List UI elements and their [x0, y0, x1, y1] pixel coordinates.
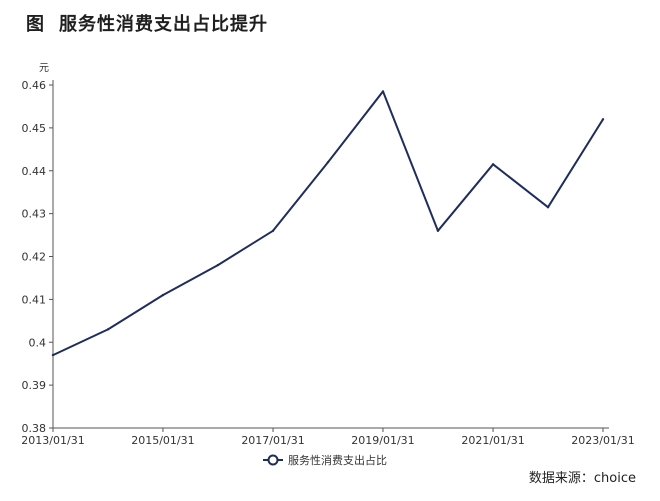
- x-tick-label: 2021/01/31: [461, 434, 524, 447]
- data-point: [161, 293, 165, 297]
- series-line: [52, 90, 604, 357]
- data-point: [326, 160, 330, 164]
- data-point: [51, 353, 55, 357]
- x-tick-label: 2015/01/31: [131, 434, 194, 447]
- figure-label: 图: [26, 14, 45, 35]
- y-tick-label: 0.41: [22, 293, 47, 306]
- y-tick-label: 0.4: [29, 336, 47, 349]
- data-point: [216, 263, 220, 267]
- x-tick-label: 2017/01/31: [241, 434, 304, 447]
- y-tick-label: 0.42: [22, 251, 47, 264]
- data-source: 数据来源：choice: [528, 471, 636, 486]
- legend-label: 服务性消费支出占比: [288, 453, 387, 467]
- chart-series: [51, 90, 605, 357]
- x-tick-label: 2023/01/31: [571, 434, 634, 447]
- chart-ticks: 0.38 0.39 0.4 0.41 0.42 0.43 0.44 0.45 0.46 2013/…: [21, 79, 634, 447]
- data-point: [601, 118, 605, 121]
- chart-axes: 元: [39, 63, 609, 429]
- y-tick-label: 0.43: [22, 208, 47, 221]
- data-point: [491, 163, 495, 166]
- figure-title-text: 服务性消费支出占比提升: [59, 14, 268, 35]
- data-point: [381, 90, 385, 93]
- figure-title: 图服务性消费支出占比提升: [26, 10, 268, 36]
- x-tick-label: 2019/01/31: [351, 434, 414, 447]
- data-point: [106, 328, 110, 331]
- y-tick-label: 0.38: [22, 422, 47, 435]
- y-axis-unit-label: 元: [39, 63, 49, 74]
- x-tick-label: 2013/01/31: [21, 434, 84, 447]
- chart-legend: 服务性消费支出占比: [263, 453, 387, 467]
- data-point: [546, 205, 550, 209]
- y-tick-label: 0.44: [22, 165, 47, 178]
- legend-marker-icon: [267, 454, 279, 466]
- y-tick-label: 0.46: [22, 79, 47, 92]
- data-point: [271, 229, 275, 232]
- data-point: [436, 229, 440, 232]
- y-tick-label: 0.39: [22, 379, 47, 392]
- y-tick-label: 0.45: [22, 122, 47, 135]
